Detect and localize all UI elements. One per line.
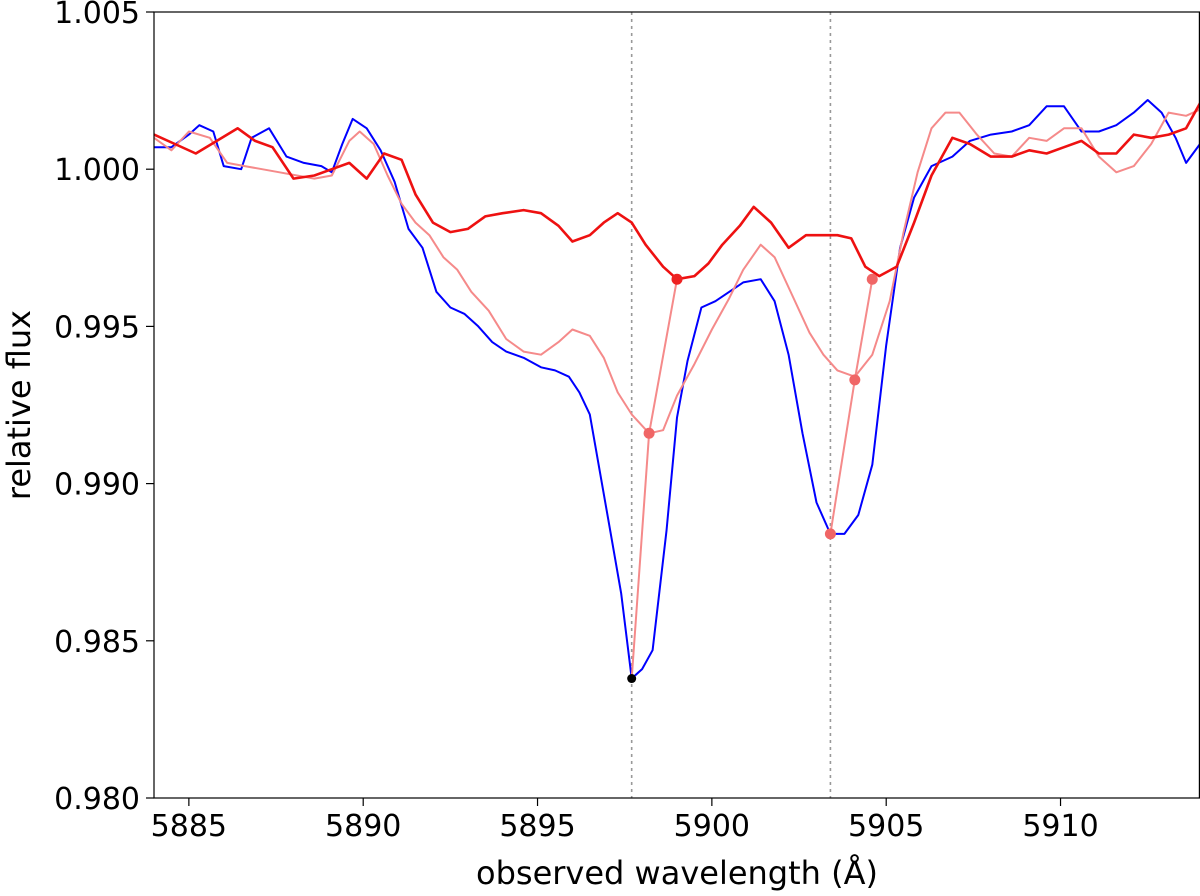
series-line-1 bbox=[154, 99, 1200, 680]
data-point-2 bbox=[643, 427, 655, 439]
x-axis-ticks: 5885 5890 5895 5900 5905 5910 bbox=[151, 798, 1099, 844]
marker-group bbox=[627, 273, 878, 684]
x-tick-label: 5885 bbox=[151, 809, 227, 844]
reference-lines bbox=[630, 12, 832, 798]
series-line-3 bbox=[153, 102, 1200, 281]
y-axis-ticks: 0.980 0.985 0.990 0.995 1.000 1.005 bbox=[54, 0, 154, 817]
data-point-5 bbox=[849, 374, 861, 386]
data-point-1 bbox=[627, 674, 637, 684]
x-tick-label: 5910 bbox=[1022, 809, 1098, 844]
y-tick-label: 0.980 bbox=[54, 782, 140, 817]
x-tick-label: 5890 bbox=[325, 809, 401, 844]
y-tick-label: 0.990 bbox=[54, 468, 140, 503]
connector-line-2 bbox=[829, 279, 874, 535]
y-tick-label: 0.985 bbox=[54, 625, 140, 660]
data-point-4 bbox=[824, 528, 836, 540]
y-tick-label: 0.995 bbox=[54, 310, 140, 345]
series-group bbox=[153, 99, 1200, 680]
y-tick-label: 1.000 bbox=[54, 153, 140, 188]
y-tick-label: 1.005 bbox=[54, 0, 140, 31]
series-line-2 bbox=[153, 108, 1200, 435]
x-tick-label: 5905 bbox=[848, 809, 924, 844]
data-point-6 bbox=[866, 273, 878, 285]
x-tick-label: 5895 bbox=[499, 809, 575, 844]
y-axis-label: relative flux bbox=[0, 310, 38, 500]
plot-frame bbox=[153, 11, 1200, 799]
x-tick-label: 5900 bbox=[674, 809, 750, 844]
connector-group bbox=[630, 279, 874, 679]
connector-line-1 bbox=[630, 279, 678, 679]
data-point-3 bbox=[671, 273, 683, 285]
x-axis-label: observed wavelength (Å) bbox=[476, 854, 878, 892]
